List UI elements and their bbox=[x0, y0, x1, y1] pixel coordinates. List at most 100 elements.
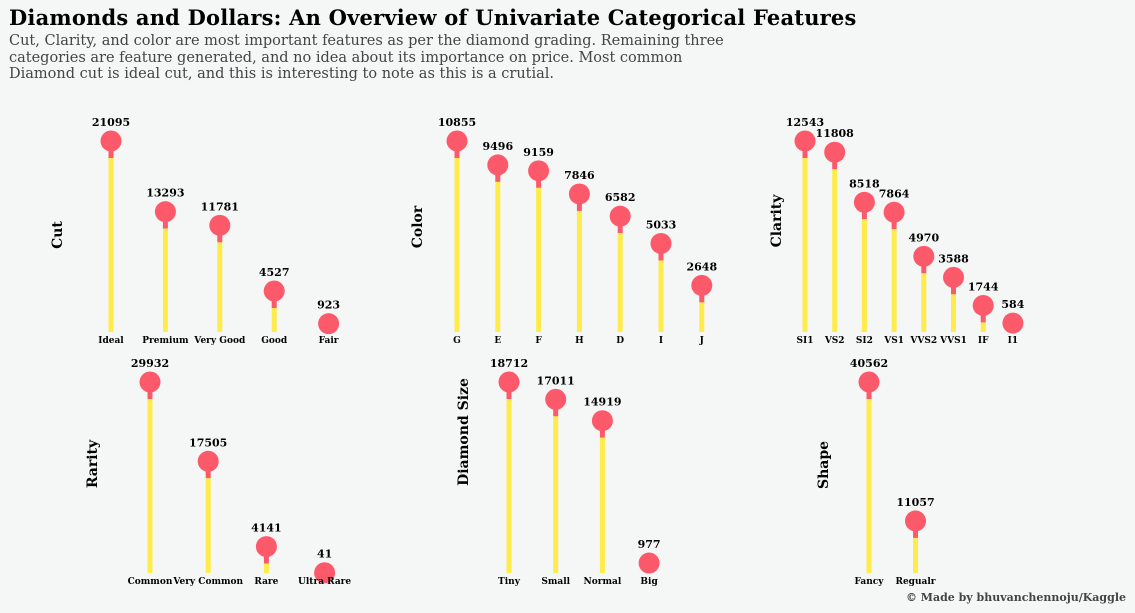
chart-panel-clarity: Clarity 12543 SI1 11808 VS2 8518 SI2 7864 VS1 497… bbox=[769, 116, 1025, 346]
data-point bbox=[314, 562, 336, 584]
tick-label: Very Good bbox=[193, 336, 246, 346]
value-label: 584 bbox=[1001, 298, 1024, 311]
data-point bbox=[255, 536, 277, 558]
tick-label: D bbox=[616, 336, 624, 346]
data-point bbox=[824, 141, 846, 163]
tick-label: Ultra Rare bbox=[298, 577, 351, 587]
page-title: Diamonds and Dollars: An Overview of Uni… bbox=[9, 5, 857, 30]
value-label: 4141 bbox=[251, 522, 282, 535]
tick-label: G bbox=[453, 336, 461, 346]
value-label: 17011 bbox=[537, 374, 575, 387]
data-point bbox=[691, 274, 713, 296]
tick-label: I1 bbox=[1008, 336, 1018, 346]
value-label: 9159 bbox=[523, 146, 554, 159]
data-point bbox=[650, 232, 672, 254]
tick-label: H bbox=[575, 336, 584, 346]
value-label: 13293 bbox=[146, 187, 184, 200]
chart-panel-shape: Shape 40562 Fancy 11057 Regualr bbox=[816, 357, 936, 587]
data-point bbox=[446, 130, 468, 152]
tick-label: Fancy bbox=[855, 577, 885, 587]
chart-panel-color: Color 10855 G 9496 E 9159 F 7846 H 6582 D 5033 I 2648… bbox=[410, 116, 717, 346]
credit-text: © Made by bhuvanchennoju/Kaggle bbox=[905, 591, 1126, 604]
data-point bbox=[943, 266, 964, 288]
data-point bbox=[568, 183, 590, 205]
tick-label: Small bbox=[541, 577, 570, 587]
chart-panel-rarity: Rarity 29932 Common 17505 Very Common 4141 Rar… bbox=[85, 357, 351, 587]
y-axis-label: Diamond Size bbox=[456, 378, 472, 486]
data-point bbox=[638, 552, 660, 574]
tick-label: Ideal bbox=[98, 336, 124, 346]
data-point bbox=[209, 214, 231, 236]
data-point bbox=[528, 160, 550, 182]
y-axis-label: Color bbox=[410, 205, 426, 248]
tick-label: Normal bbox=[584, 577, 622, 587]
data-point bbox=[263, 280, 285, 302]
value-label: 18712 bbox=[490, 357, 528, 370]
value-label: 17505 bbox=[189, 436, 227, 449]
page-subtitle: Cut, Clarity, and color are most importa… bbox=[9, 33, 724, 82]
tick-label: F bbox=[535, 336, 542, 346]
data-point bbox=[858, 371, 880, 393]
value-label: 4527 bbox=[259, 266, 290, 279]
value-label: 4970 bbox=[908, 231, 939, 244]
value-label: 14919 bbox=[583, 396, 621, 409]
tick-label: VS1 bbox=[883, 336, 904, 346]
value-label: 2648 bbox=[686, 260, 717, 273]
chart-panel-cut: Cut 21095 Ideal 13293 Premium 11781 Very Good 4… bbox=[50, 116, 340, 346]
data-point bbox=[487, 154, 509, 176]
value-label: 1744 bbox=[968, 280, 999, 293]
tick-label: VVS2 bbox=[909, 336, 937, 346]
data-point bbox=[154, 201, 176, 223]
tick-label: Fair bbox=[319, 336, 339, 346]
value-label: 977 bbox=[638, 538, 661, 551]
data-point bbox=[1002, 312, 1024, 334]
y-axis-label: Rarity bbox=[85, 439, 101, 488]
data-point bbox=[905, 510, 926, 532]
tick-label: Good bbox=[261, 336, 288, 346]
tick-label: Common bbox=[128, 577, 173, 587]
value-label: 9496 bbox=[482, 140, 513, 153]
value-label: 29932 bbox=[131, 357, 169, 370]
y-axis-label: Cut bbox=[50, 221, 66, 249]
tick-label: Big bbox=[640, 577, 658, 587]
value-label: 5033 bbox=[646, 218, 677, 231]
value-label: 8518 bbox=[849, 177, 880, 190]
value-label: 21095 bbox=[92, 116, 130, 129]
value-label: 11781 bbox=[201, 200, 239, 213]
y-axis-label: Clarity bbox=[769, 194, 785, 248]
tick-label: Premium bbox=[142, 336, 189, 346]
data-point bbox=[100, 130, 122, 152]
value-label: 11808 bbox=[816, 127, 855, 140]
value-label: 7846 bbox=[564, 169, 595, 182]
data-point bbox=[972, 294, 994, 316]
data-point bbox=[318, 313, 340, 335]
tick-label: E bbox=[494, 336, 501, 346]
value-label: 11057 bbox=[896, 496, 934, 509]
value-label: 12543 bbox=[786, 116, 824, 129]
tick-label: J bbox=[699, 336, 704, 346]
data-point bbox=[197, 450, 219, 472]
tick-label: Regualr bbox=[895, 577, 935, 587]
value-label: 923 bbox=[317, 299, 340, 312]
data-point bbox=[139, 371, 161, 393]
data-point bbox=[609, 205, 631, 227]
tick-label: Very Common bbox=[172, 577, 243, 587]
data-point bbox=[498, 371, 520, 393]
tick-label: I bbox=[659, 336, 663, 346]
value-label: 40562 bbox=[850, 357, 888, 370]
data-point bbox=[591, 410, 613, 432]
value-label: 7864 bbox=[879, 187, 910, 200]
data-point bbox=[883, 201, 905, 223]
data-point bbox=[794, 130, 816, 152]
data-point bbox=[853, 191, 875, 213]
tick-label: IF bbox=[978, 336, 989, 346]
chart-panel-diamond-size: Diamond Size 18712 Tiny 17011 Small 14919 Norm… bbox=[456, 357, 661, 587]
value-label: 3588 bbox=[938, 252, 969, 265]
y-axis-label: Shape bbox=[816, 441, 832, 489]
tick-label: VS2 bbox=[824, 336, 845, 346]
data-point bbox=[913, 245, 935, 267]
value-label: 41 bbox=[317, 548, 332, 561]
tick-label: SI1 bbox=[797, 336, 814, 346]
value-label: 6582 bbox=[605, 191, 636, 204]
